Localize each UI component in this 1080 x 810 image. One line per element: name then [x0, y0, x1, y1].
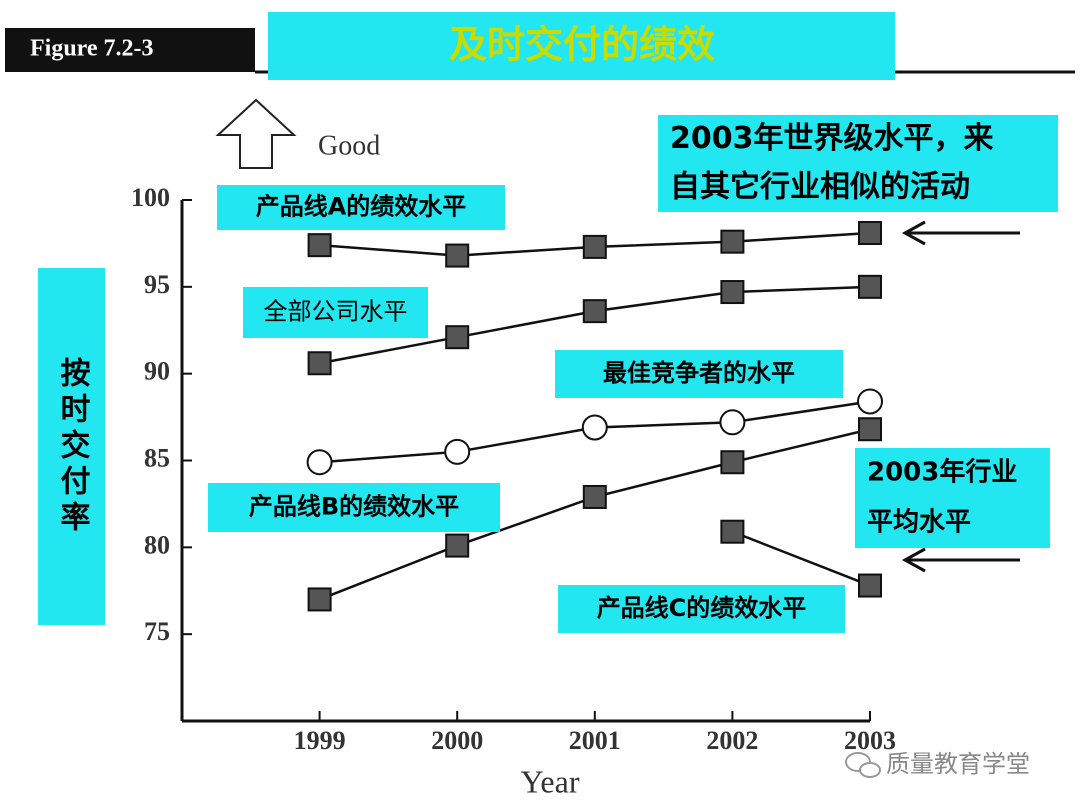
series-label: 产品线A的绩效水平: [256, 193, 467, 221]
marker: [445, 533, 470, 558]
series-label-box: [217, 185, 505, 230]
marker: [444, 438, 471, 465]
annotation: 2003年世界级水平，来: [670, 121, 994, 156]
y-tick-label: 95: [144, 270, 170, 299]
series-label: 最佳竞争者的水平: [603, 359, 795, 387]
marker: [720, 229, 745, 254]
x-tick-label: 2001: [569, 726, 621, 755]
x-axis-label: Year: [521, 763, 580, 799]
figure-bar: [5, 28, 255, 72]
marker: [858, 417, 882, 442]
good-arrow: [215, 98, 297, 169]
marker: [307, 587, 332, 612]
annotation: 自其它行业相似的活动: [670, 169, 970, 204]
figure-label: Figure 7.2-3: [30, 36, 154, 62]
marker: [582, 484, 607, 509]
marker: [858, 220, 882, 245]
marker: [445, 325, 470, 350]
watermark-icon: [845, 752, 881, 778]
x-tick-label: 1999: [294, 726, 346, 755]
y-tick-label: 75: [144, 617, 170, 646]
marker: [719, 409, 746, 436]
annotation: 平均水平: [867, 508, 971, 538]
title-box: [268, 12, 895, 80]
series-line: [731, 530, 871, 587]
x-tick-label: 2003: [844, 726, 896, 755]
marker: [858, 573, 882, 598]
series-label: 全部公司水平: [264, 298, 408, 326]
x-tick-label: 2002: [706, 726, 758, 755]
marker: [582, 234, 607, 259]
y-tick-label: 80: [144, 530, 170, 559]
series-label: 产品线C的绩效水平: [597, 594, 807, 622]
y-tick-label: 85: [144, 443, 170, 472]
series-label-box: [208, 483, 500, 532]
series-label: 产品线B的绩效水平: [249, 493, 459, 521]
series-label-box: [558, 585, 845, 633]
marker: [445, 243, 470, 268]
series-label-box: [243, 287, 428, 338]
y-tick-label: 90: [144, 357, 170, 386]
marker: [857, 388, 883, 415]
annotation-box: [855, 448, 1050, 548]
marker: [306, 449, 333, 476]
marker: [581, 414, 608, 441]
marker: [307, 233, 332, 258]
annotation: 2003年行业: [867, 457, 1017, 488]
marker: [307, 351, 332, 376]
pointer-arrow: [901, 220, 1020, 246]
y-tick-label: 100: [131, 183, 170, 212]
x-tick-label: 2000: [431, 726, 483, 755]
marker: [720, 280, 745, 305]
marker: [720, 450, 745, 475]
series-label-box: [555, 350, 843, 398]
marker: [720, 519, 745, 544]
y-axis-label-box: 按时交付率: [38, 268, 105, 625]
watermark: 质量教育学堂: [886, 750, 1030, 778]
marker: [582, 299, 607, 324]
good-label: Good: [318, 130, 380, 161]
chart-title: 及时交付的绩效: [449, 23, 715, 67]
y-axis-label: 按时交付率: [54, 356, 90, 537]
marker: [858, 274, 882, 299]
pointer-arrow: [901, 547, 1020, 573]
annotation-box: [658, 115, 1058, 212]
